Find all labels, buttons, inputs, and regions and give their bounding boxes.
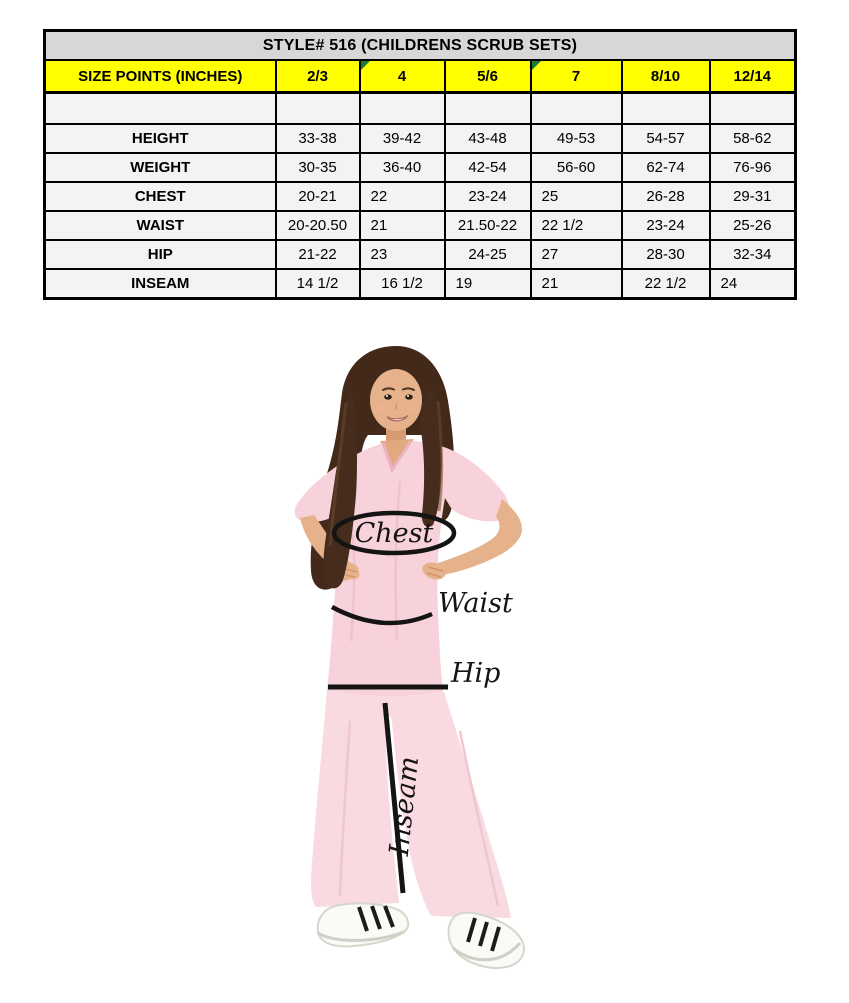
measurement-cell: 19 [443, 268, 532, 300]
measurement-cell: 22 1/2 [529, 210, 623, 241]
right-eye-highlight [407, 395, 409, 397]
green-triangle-icon [360, 61, 370, 70]
empty-cell [529, 91, 623, 125]
size-column-header: 5/6 [443, 59, 532, 94]
measurement-cell: 16 1/2 [358, 268, 446, 300]
empty-cell [620, 91, 711, 125]
table-title-row: STYLE# 516 (CHILDRENS SCRUB SETS) [43, 29, 797, 61]
row-label: INSEAM [43, 268, 277, 300]
left-eye-highlight [386, 395, 388, 397]
measurement-cell: 25 [529, 181, 623, 212]
table-title: STYLE# 516 (CHILDRENS SCRUB SETS) [43, 29, 797, 61]
size-column-header: 2/3 [274, 59, 361, 94]
table-row-hip: HIP 21-22 23 24-25 27 28-30 32-34 [43, 239, 797, 270]
waist-label: Waist [438, 588, 513, 619]
pants-creases [338, 720, 500, 907]
inseam-line-annotation [382, 702, 406, 894]
green-triangle-icon [531, 61, 541, 70]
measurement-cell: 23-24 [620, 210, 711, 241]
empty-cell [274, 91, 361, 125]
table-row-inseam: INSEAM 14 1/2 16 1/2 19 21 22 1/2 24 [43, 268, 797, 300]
measurement-cell: 54-57 [620, 123, 711, 154]
right-forearm [434, 499, 522, 576]
nose [395, 402, 398, 411]
size-column-header: 4 [358, 59, 446, 94]
hip-label: Hip [450, 658, 500, 689]
size-header-row: SIZE POINTS (INCHES) 2/3 4 5/6 7 8/10 12… [43, 59, 797, 94]
empty-cell [43, 91, 277, 125]
measurement-cell: 56-60 [529, 152, 623, 183]
measurement-cell: 20-21 [274, 181, 361, 212]
size-chart-table: STYLE# 516 (CHILDRENS SCRUB SETS) SIZE P… [43, 29, 798, 300]
measurement-cell: 33-38 [274, 123, 361, 154]
empty-cell [708, 91, 797, 125]
measurement-cell: 36-40 [358, 152, 446, 183]
measurement-cell: 27 [529, 239, 623, 270]
measurement-cell: 21 [529, 268, 623, 300]
measurement-cell: 24 [708, 268, 797, 300]
face [370, 369, 422, 431]
left-shoe-stripes-icon [357, 905, 395, 932]
table-row-weight: WEIGHT 30-35 36-40 42-54 56-60 62-74 76-… [43, 152, 797, 183]
measurement-cell: 24-25 [443, 239, 532, 270]
measurement-cell: 43-48 [443, 123, 532, 154]
right-fingers [426, 566, 444, 578]
left-shoe-sole [317, 930, 405, 942]
scrub-model-figure: Chest Waist Hip Inseam [250, 341, 570, 996]
left-blush [375, 402, 385, 412]
waist-line-annotation [330, 605, 433, 626]
row-label: CHEST [43, 181, 277, 212]
eyebrows [382, 387, 415, 391]
row-label: WEIGHT [43, 152, 277, 183]
smile [386, 415, 409, 422]
measurement-cell: 26-28 [620, 181, 711, 212]
measurement-cell: 20-20.50 [274, 210, 361, 241]
empty-cell [443, 91, 532, 125]
measurement-cell: 23-24 [443, 181, 532, 212]
size-column-header: 12/14 [708, 59, 797, 94]
table-row-waist: WAIST 20-20.50 21 21.50-22 22 1/2 23-24 … [43, 210, 797, 241]
measurement-cell: 62-74 [620, 152, 711, 183]
hair-strand-right [420, 385, 442, 527]
measurement-cell: 22 1/2 [620, 268, 711, 300]
row-label: HIP [43, 239, 277, 270]
empty-cell [358, 91, 446, 125]
scrub-pants [311, 690, 511, 918]
measurement-cell: 39-42 [358, 123, 446, 154]
measurement-cell: 28-30 [620, 239, 711, 270]
right-blush [408, 402, 418, 412]
measurement-cell: 29-31 [708, 181, 797, 212]
row-label: WAIST [43, 210, 277, 241]
measurement-cell: 14 1/2 [274, 268, 361, 300]
table-row-chest: CHEST 20-21 22 23-24 25 26-28 29-31 [43, 181, 797, 212]
right-eye [405, 394, 413, 400]
measurement-cell: 21 [358, 210, 446, 241]
spacer-row [43, 91, 797, 125]
measurement-cell: 76-96 [708, 152, 797, 183]
right-shoe-stripes-icon [466, 917, 501, 952]
size-points-header: SIZE POINTS (INCHES) [43, 59, 277, 94]
collar-trim [381, 440, 413, 474]
measurement-cell: 32-34 [708, 239, 797, 270]
row-label: HEIGHT [43, 123, 277, 154]
measurement-cell: 22 [358, 181, 446, 212]
measurement-cell: 21-22 [274, 239, 361, 270]
measurement-cell: 49-53 [529, 123, 623, 154]
measurement-cell: 21.50-22 [443, 210, 532, 241]
measurement-cell: 58-62 [708, 123, 797, 154]
chest-label: Chest [355, 518, 434, 549]
size-column-header: 7 [529, 59, 623, 94]
size-column-header: 8/10 [620, 59, 711, 94]
measurement-cell: 25-26 [708, 210, 797, 241]
measurement-cell: 30-35 [274, 152, 361, 183]
scrub-model-photo: Chest Waist Hip Inseam [294, 346, 525, 969]
table-row-height: HEIGHT 33-38 39-42 43-48 49-53 54-57 58-… [43, 123, 797, 154]
right-shoe-sole [452, 941, 522, 962]
measurement-cell: 42-54 [443, 152, 532, 183]
left-eye [384, 394, 392, 400]
hair-highlights [328, 400, 444, 547]
measurement-cell: 23 [358, 239, 446, 270]
chest-ellipse-annotation [331, 510, 457, 556]
